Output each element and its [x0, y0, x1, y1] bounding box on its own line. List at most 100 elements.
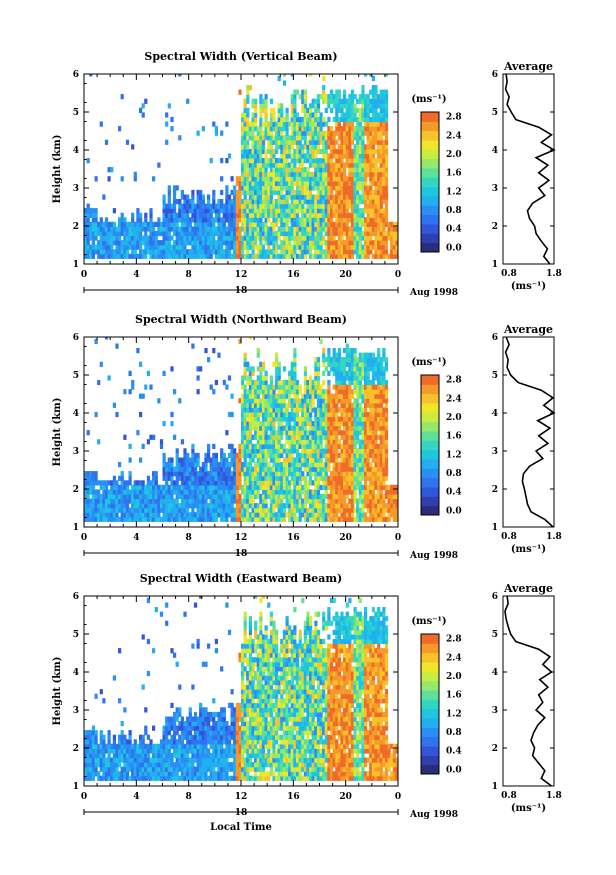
colorbar-tick-label: 2.4	[446, 394, 462, 404]
avg-y-tick-label: 6	[492, 592, 498, 602]
avg-x-tick-label: 0.8	[501, 791, 517, 801]
avg-x-tick-label: 1.8	[546, 791, 562, 801]
colorbar-tick-label: 2.0	[446, 150, 462, 160]
colorbar-bin	[421, 690, 439, 700]
avg-y-tick-label: 4	[492, 409, 498, 419]
y-tick-label: 5	[73, 108, 79, 118]
x-tick-label: 0	[81, 270, 87, 280]
heatmap	[84, 596, 398, 781]
avg-y-tick-label: 1	[492, 260, 498, 270]
x-tick-label: 16	[287, 792, 300, 802]
colorbar-tick-label: 0.4	[446, 747, 462, 757]
colorbar-bin	[421, 168, 439, 178]
colorbar-bin	[421, 205, 439, 216]
avg-y-tick-label: 2	[492, 744, 498, 754]
y-axis-label: Height (km)	[52, 398, 63, 467]
heatmap	[84, 337, 398, 522]
y-tick-label: 2	[73, 485, 79, 495]
avg-y-tick-label: 3	[492, 706, 498, 716]
colorbar-tick-label: 2.8	[446, 635, 462, 645]
colorbar-tick-label: 1.6	[446, 691, 462, 701]
average-title: Average	[503, 323, 553, 336]
colorbar-bin	[421, 662, 439, 672]
colorbar-tick-label: 2.8	[446, 113, 462, 123]
colorbar-bin	[421, 431, 439, 441]
colorbar-tick-label: 2.4	[446, 653, 462, 663]
avg-y-tick-label: 1	[492, 523, 498, 533]
colorbar-bin	[421, 699, 439, 710]
colorbar-bin	[421, 477, 439, 488]
x-tick-label: 0	[81, 792, 87, 802]
chart-title: Spectral Width (Vertical Beam)	[144, 50, 337, 63]
average-title: Average	[503, 582, 553, 595]
colorbar-bin	[421, 112, 439, 122]
y-tick-label: 3	[73, 706, 79, 716]
x-tick-label: 4	[133, 270, 139, 280]
colorbar-bin	[421, 214, 439, 225]
colorbar-tick-label: 2.4	[446, 131, 462, 141]
colorbar-bin	[421, 708, 439, 719]
colorbar-tick-label: 0.4	[446, 225, 462, 235]
x-tick-label: 8	[186, 270, 192, 280]
chart-title: Spectral Width (Eastward Beam)	[140, 572, 342, 585]
y-tick-label: 2	[73, 744, 79, 754]
average-profile-line	[504, 336, 556, 528]
colorbar-bin	[421, 505, 439, 516]
colorbar-bin	[421, 186, 439, 197]
colorbar-bin	[421, 384, 439, 395]
avg-y-tick-label: 3	[492, 447, 498, 457]
average-profile-line	[504, 595, 553, 787]
y-tick-label: 4	[73, 146, 79, 156]
y-tick-label: 1	[73, 260, 79, 270]
y-tick-label: 1	[73, 782, 79, 792]
average-title: Average	[503, 60, 553, 73]
colorbar-bin	[421, 671, 439, 682]
avg-x-tick-label: 1.8	[546, 269, 562, 279]
avg-y-tick-label: 3	[492, 184, 498, 194]
colorbar-bin	[421, 224, 439, 234]
date-suffix: Aug 1998	[409, 288, 458, 298]
y-tick-label: 5	[73, 630, 79, 640]
colorbar-bin	[421, 440, 439, 451]
colorbar-bin	[421, 375, 439, 385]
heatmap	[84, 74, 398, 259]
colorbar-bin	[421, 130, 439, 141]
date-suffix: Aug 1998	[409, 810, 458, 820]
colorbar-tick-label: 1.6	[446, 432, 462, 442]
colorbar-frame	[420, 374, 440, 516]
avg-x-label: (ms⁻¹)	[511, 281, 546, 292]
colorbar-bin	[421, 718, 439, 728]
avg-x-tick-label: 1.8	[546, 532, 562, 542]
colorbar-bin	[421, 634, 439, 644]
x-tick-label: 4	[133, 792, 139, 802]
y-axis-label: Height (km)	[52, 135, 63, 204]
colorbar-tick-label: 0.0	[446, 506, 462, 516]
colorbar-tick-label: 1.2	[446, 709, 462, 719]
average-frame	[502, 73, 555, 265]
x-tick-label: 0	[81, 533, 87, 543]
colorbar-bin	[421, 421, 439, 432]
x-tick-label: 20	[339, 533, 352, 543]
colorbar-tick-label: 2.8	[446, 376, 462, 386]
colorbar-tick-label: 0.0	[446, 765, 462, 775]
x-tick-label: 0	[395, 270, 401, 280]
x-tick-label: 4	[133, 533, 139, 543]
colorbar-tick-label: 1.6	[446, 169, 462, 179]
x-tick-label: 0	[395, 533, 401, 543]
colorbar-bin	[421, 652, 439, 663]
avg-x-label: (ms⁻¹)	[511, 803, 546, 814]
colorbar-bin	[421, 449, 439, 460]
y-tick-label: 6	[73, 592, 79, 602]
colorbar-tick-label: 2.0	[446, 413, 462, 423]
avg-x-label: (ms⁻¹)	[511, 544, 546, 555]
x-tick-label: 20	[339, 270, 352, 280]
x-tick-label: 20	[339, 792, 352, 802]
colorbar-bin	[421, 149, 439, 160]
colorbar-tick-label: 1.2	[446, 187, 462, 197]
avg-y-tick-label: 1	[492, 782, 498, 792]
colorbar-bin	[421, 643, 439, 654]
colorbar-tick-label: 0.4	[446, 488, 462, 498]
colorbar-tick-label: 0.8	[446, 469, 462, 479]
x-tick-label: 16	[287, 270, 300, 280]
